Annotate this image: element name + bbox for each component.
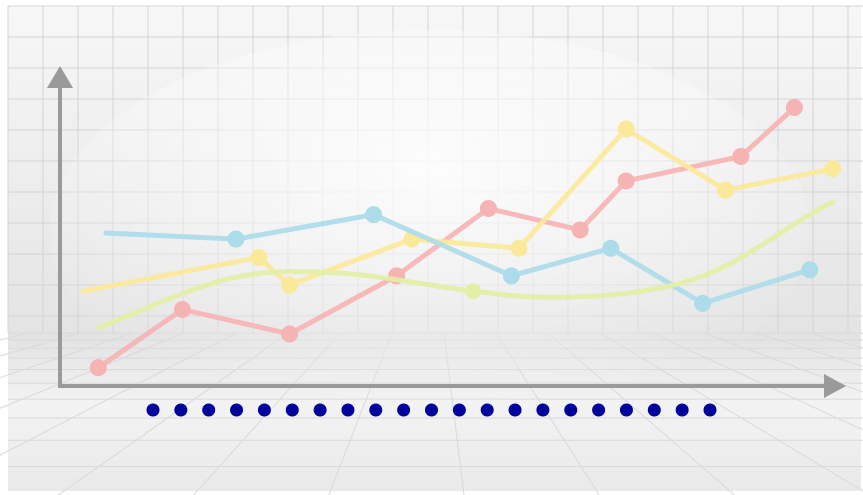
series-3	[103, 206, 819, 312]
axis-dot	[397, 403, 411, 417]
data-point	[281, 276, 298, 294]
data-point	[732, 148, 750, 165]
axis-dot	[564, 403, 578, 417]
data-point	[227, 230, 245, 248]
x-axis-arrow	[824, 374, 846, 398]
data-point	[602, 239, 620, 257]
axis-dot	[480, 403, 494, 417]
axis-dot	[592, 403, 606, 417]
data-point	[617, 172, 635, 190]
data-point	[824, 160, 842, 178]
axis-dot	[285, 403, 299, 417]
data-point	[173, 301, 191, 318]
axis-dot	[536, 403, 550, 417]
data-point	[365, 206, 383, 224]
axis-dot	[313, 403, 327, 417]
data-point	[694, 294, 712, 312]
floor-grid-ray	[703, 332, 863, 393]
axis-dot	[452, 403, 466, 417]
data-point	[571, 221, 589, 239]
data-point	[502, 267, 520, 285]
data-point	[281, 325, 298, 343]
axis-dot	[619, 403, 633, 417]
axis-dot	[675, 403, 689, 417]
data-point	[250, 248, 268, 266]
data-point	[510, 239, 528, 257]
data-point	[465, 283, 482, 300]
axis-dot	[647, 403, 661, 417]
axis-dot	[508, 403, 522, 417]
chart-axes	[47, 66, 846, 398]
series-line	[95, 199, 836, 331]
axis-dot	[341, 403, 355, 417]
series-group	[80, 99, 842, 377]
axis-dot	[703, 403, 717, 417]
axis-dot	[202, 403, 216, 417]
axis-dot	[425, 403, 438, 417]
data-point	[717, 181, 735, 199]
y-axis-arrow	[47, 66, 73, 88]
axis-dot	[146, 403, 160, 417]
series-4	[95, 199, 836, 331]
x-axis-dots	[146, 403, 717, 417]
data-point	[479, 200, 497, 218]
floor-grid-ray	[0, 332, 133, 379]
axis-dot	[257, 403, 271, 417]
data-point	[89, 359, 107, 377]
data-point	[617, 120, 635, 138]
data-point	[785, 99, 803, 117]
axis-dot	[174, 403, 188, 417]
series-2	[80, 120, 842, 294]
floor-grid-ray	[755, 332, 863, 367]
data-point	[801, 261, 819, 279]
axis-dot	[369, 403, 383, 417]
center-glow	[50, 30, 810, 430]
axis-dot	[230, 403, 244, 417]
floor-grid-ray	[0, 332, 185, 409]
